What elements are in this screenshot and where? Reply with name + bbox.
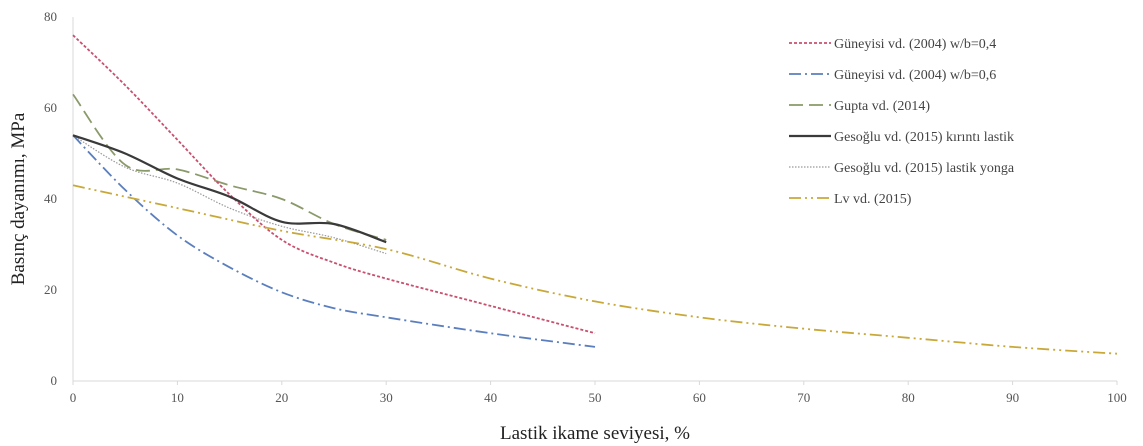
y-axis-title: Basınç dayanımı, MPa bbox=[8, 112, 29, 285]
x-tick-label: 70 bbox=[797, 390, 810, 405]
legend-label: Güneyisi vd. (2004) w/b=0,6 bbox=[834, 68, 996, 83]
series-line-5 bbox=[72, 134, 387, 255]
x-tick-label: 90 bbox=[1006, 390, 1019, 405]
y-tick-label: 40 bbox=[44, 191, 57, 206]
x-tick-label: 50 bbox=[589, 390, 602, 405]
x-tick-label: 100 bbox=[1107, 390, 1127, 405]
y-tick-label: 80 bbox=[44, 9, 57, 24]
y-tick-label: 0 bbox=[51, 373, 58, 388]
y-tick-label: 20 bbox=[44, 282, 57, 297]
x-tick-label: 10 bbox=[171, 390, 184, 405]
y-tick-labels: 0 20 40 60 80 bbox=[44, 9, 57, 388]
x-tick-labels: 0 10 20 30 40 50 60 70 80 90 100 bbox=[70, 381, 1127, 405]
x-axis-title: Lastik ikame seviyesi, % bbox=[500, 423, 690, 444]
x-tick-label: 30 bbox=[380, 390, 393, 405]
legend-label: Lv vd. (2015) bbox=[834, 192, 912, 207]
legend-label: Gesoğlu vd. (2015) lastik yonga bbox=[834, 161, 1015, 176]
legend-label: Gupta vd. (2014) bbox=[834, 99, 930, 114]
x-tick-label: 40 bbox=[484, 390, 497, 405]
legend: Güneyisi vd. (2004) w/b=0,4 Güneyisi vd. … bbox=[789, 37, 1015, 207]
series-line-1 bbox=[72, 34, 596, 335]
series-line-4 bbox=[72, 134, 387, 244]
x-tick-label: 60 bbox=[693, 390, 706, 405]
legend-label: Gesoğlu vd. (2015) kırıntı lastik bbox=[834, 130, 1014, 145]
x-tick-label: 80 bbox=[902, 390, 915, 405]
y-tick-label: 60 bbox=[44, 100, 57, 115]
series-line-2 bbox=[72, 134, 596, 348]
series-lines bbox=[72, 34, 1118, 355]
series-line-6 bbox=[72, 184, 1118, 355]
x-tick-label: 20 bbox=[275, 390, 288, 405]
legend-label: Güneyisi vd. (2004) w/b=0,4 bbox=[834, 37, 996, 52]
x-tick-label: 0 bbox=[70, 390, 77, 405]
series-line-3 bbox=[72, 93, 387, 241]
